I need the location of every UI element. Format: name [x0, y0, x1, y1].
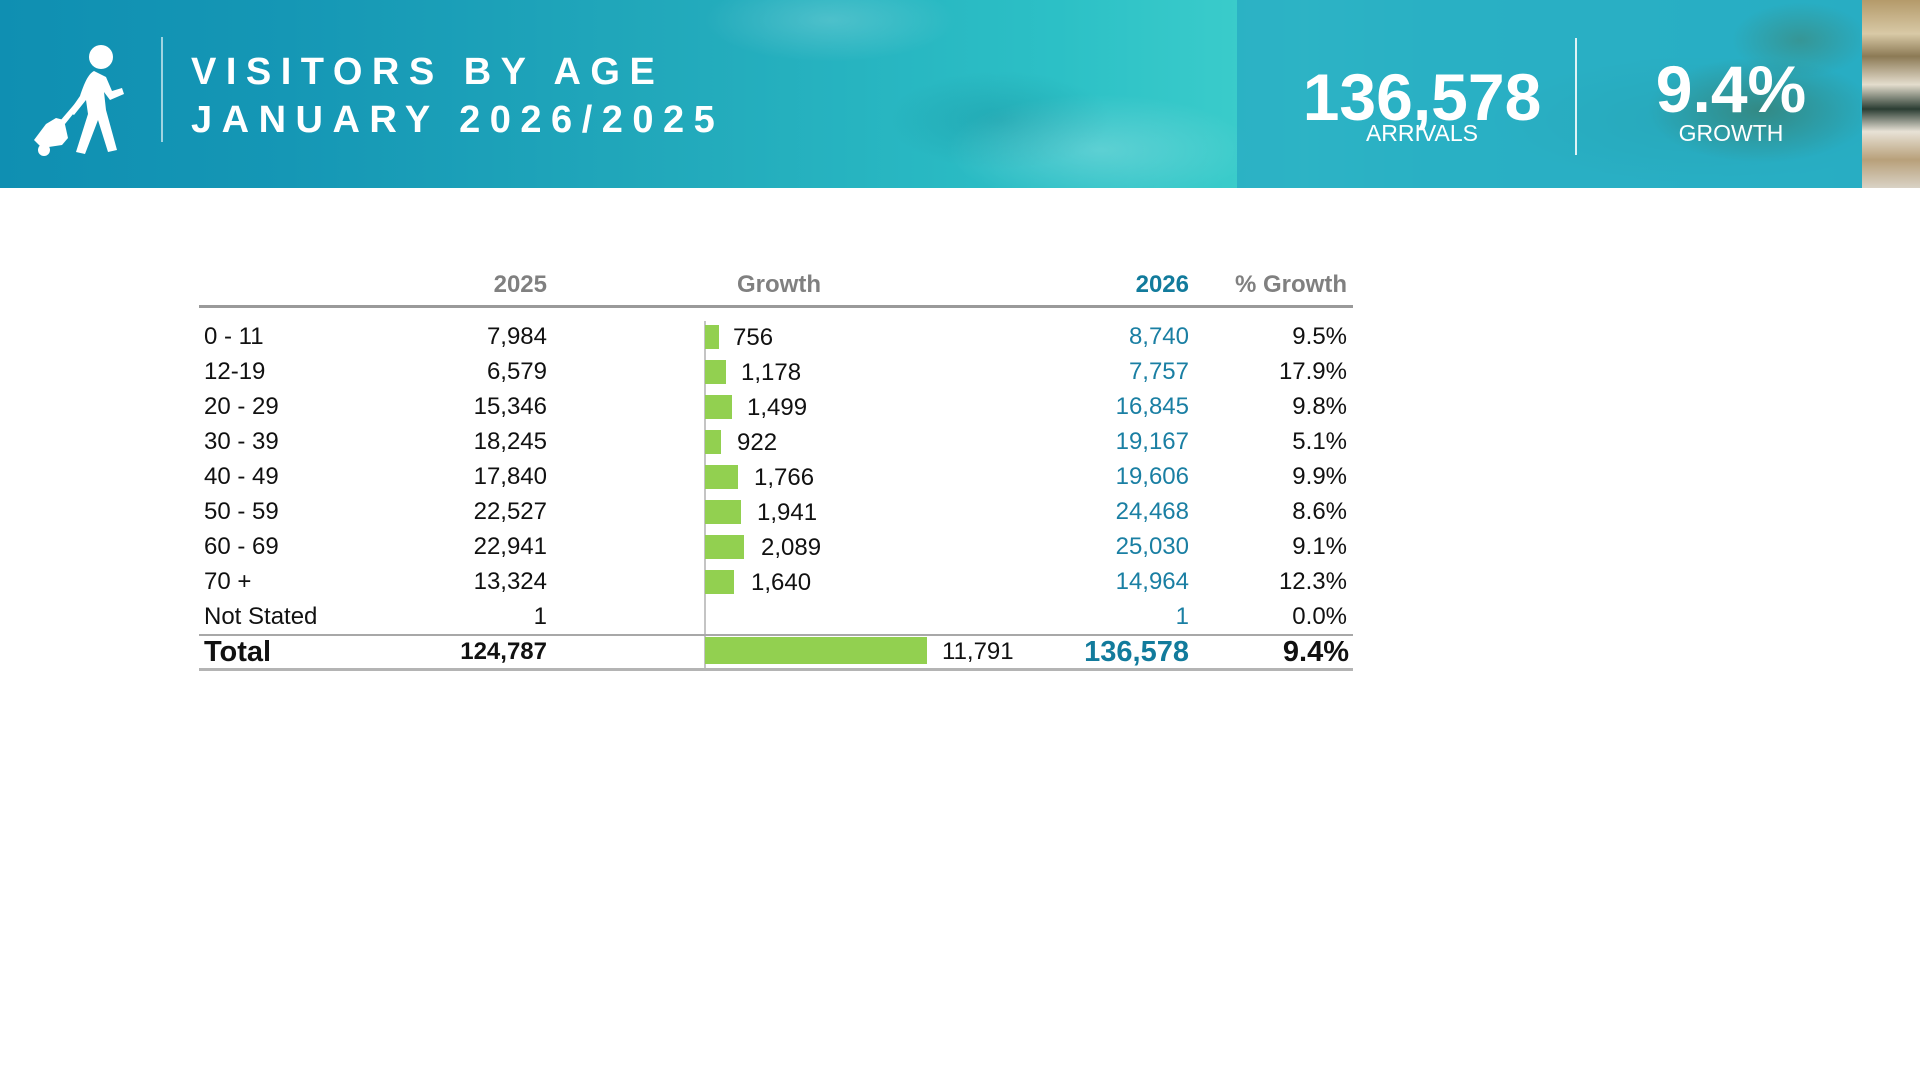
- pct-growth: 9.8%: [1292, 393, 1347, 420]
- growth-value: 756: [733, 324, 774, 351]
- value-2026: 16,845: [1115, 393, 1189, 420]
- value-2025: 22,527: [473, 498, 547, 525]
- value-2026: 24,468: [1115, 498, 1189, 525]
- page-subtitle: JANUARY 2026/2025: [191, 99, 725, 141]
- value-2025: 1: [533, 603, 547, 630]
- growth-bar: [705, 430, 721, 454]
- pct-growth: 0.0%: [1292, 603, 1347, 630]
- header-rule: [199, 305, 1353, 308]
- value-2025: 22,941: [473, 533, 547, 560]
- growth-value: 1,766: [754, 464, 815, 491]
- column-header-2025: 2025: [493, 271, 547, 298]
- row-label: 40 - 49: [204, 463, 279, 490]
- growth-axis: [704, 321, 706, 671]
- value-2025: 17,840: [473, 463, 547, 490]
- column-header-pct-growth: % Growth: [1235, 271, 1347, 298]
- value-2026: 14,964: [1115, 568, 1189, 595]
- total-top-rule: [199, 634, 1353, 636]
- value-2026: 19,606: [1115, 463, 1189, 490]
- page-title: VISITORS BY AGE: [191, 51, 665, 93]
- growth-value: 1,640: [751, 569, 812, 596]
- traveler-with-luggage-icon: [34, 45, 124, 156]
- arrivals-value: 136,578: [1302, 60, 1542, 134]
- value-2025: 6,579: [486, 358, 547, 385]
- pct-growth: 17.9%: [1278, 358, 1347, 385]
- growth-label: GROWTH: [1678, 120, 1784, 146]
- total-label: Total: [204, 636, 272, 668]
- growth-bar: [705, 570, 734, 594]
- row-label: 20 - 29: [204, 393, 279, 420]
- row-label: 30 - 39: [204, 428, 279, 455]
- column-header-2026: 2026: [1135, 271, 1189, 298]
- pct-growth: 9.5%: [1292, 323, 1347, 350]
- growth-bar: [705, 360, 726, 384]
- growth-bar: [705, 465, 738, 489]
- value-2025: 15,346: [473, 393, 547, 420]
- header-banner: VISITORS BY AGE JANUARY 2026/2025 136,57…: [0, 0, 1920, 188]
- value-2025: 18,245: [473, 428, 547, 455]
- growth-value: 2,089: [761, 534, 822, 561]
- value-2025: 7,984: [486, 323, 547, 350]
- stats-divider: [1575, 38, 1577, 155]
- pct-growth: 9.9%: [1292, 463, 1347, 490]
- growth-value: 922: [737, 429, 778, 456]
- total-bottom-rule: [199, 668, 1353, 671]
- title-divider: [161, 37, 163, 142]
- total-2025: 124,787: [460, 638, 547, 665]
- value-2026: 19,167: [1115, 428, 1189, 455]
- growth-bar: [705, 395, 732, 419]
- total-growth: 11,791: [942, 638, 1014, 665]
- beach-photo: [1862, 0, 1920, 188]
- value-2026: 25,030: [1115, 533, 1189, 560]
- growth-value: 1,178: [741, 359, 802, 386]
- row-label: Not Stated: [204, 603, 318, 630]
- row-label: 60 - 69: [204, 533, 279, 560]
- pct-growth: 12.3%: [1278, 568, 1347, 595]
- row-label: 50 - 59: [204, 498, 279, 525]
- total-growth-bar: [705, 637, 927, 664]
- growth-bar: [705, 500, 741, 524]
- total-pct-growth: 9.4%: [1282, 636, 1349, 668]
- growth-bar: [705, 535, 744, 559]
- reef-background: [1620, 0, 1860, 188]
- total-2026: 136,578: [1084, 636, 1189, 668]
- pct-growth: 8.6%: [1292, 498, 1347, 525]
- row-label: 12-19: [204, 358, 266, 385]
- value-2026: 7,757: [1128, 358, 1189, 385]
- growth-value: 9.4%: [1655, 52, 1807, 126]
- growth-value: 1,499: [747, 394, 808, 421]
- value-2026: 1: [1175, 603, 1189, 630]
- growth-value: 1,941: [757, 499, 818, 526]
- pct-growth: 5.1%: [1292, 428, 1347, 455]
- pct-growth: 9.1%: [1292, 533, 1347, 560]
- arrivals-label: ARRIVALS: [1365, 120, 1479, 146]
- row-label: 70 +: [204, 568, 252, 595]
- value-2025: 13,324: [473, 568, 547, 595]
- value-2026: 8,740: [1128, 323, 1189, 350]
- row-label: 0 - 11: [204, 323, 264, 350]
- column-header-growth: Growth: [737, 271, 821, 298]
- growth-bar: [705, 325, 719, 349]
